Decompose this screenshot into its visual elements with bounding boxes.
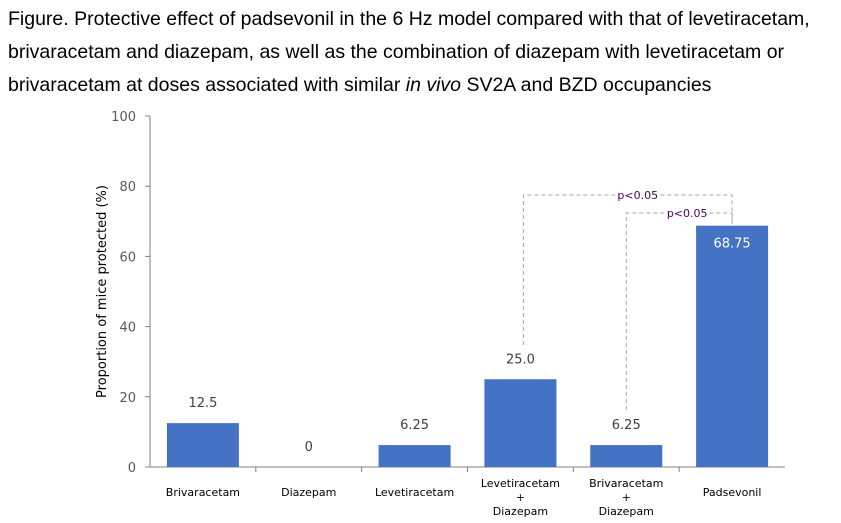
bracket-label-bg: [667, 206, 708, 219]
y-tick-label: 80: [119, 180, 136, 195]
data-label: 12.5: [188, 396, 217, 411]
significance-bracket: [625, 212, 733, 410]
category-label: Diazepam: [599, 505, 654, 518]
title-text: Figure. Protective effect of padsevonil …: [8, 8, 810, 96]
category-label: Brivaracetam: [589, 477, 663, 490]
category-label: Diazepam: [493, 505, 548, 518]
data-label: 0: [305, 440, 313, 455]
category-label: Diazepam: [281, 486, 336, 499]
data-label: 6.25: [612, 418, 641, 433]
category-label: +: [622, 491, 631, 504]
y-axis-title: Proportion of mice protected (%): [95, 185, 110, 398]
y-tick-label: 0: [128, 461, 136, 476]
y-tick-label: 60: [119, 250, 136, 265]
bar: [166, 423, 239, 467]
category-label: Levetiracetam: [481, 477, 560, 490]
data-label: 25.0: [506, 352, 535, 367]
data-label: 68.75: [713, 237, 750, 252]
y-tick-label: 20: [119, 391, 136, 406]
title-italic: in vivo: [405, 74, 462, 96]
bar: [590, 445, 663, 467]
figure-title: Figure. Protective effect of padsevonil …: [8, 3, 838, 102]
y-tick-label: 100: [111, 110, 136, 125]
significance-label: p<0.05: [667, 207, 708, 220]
title-text-end: SV2A and BZD occupancies: [461, 74, 712, 96]
bar: [696, 225, 769, 467]
category-label: +: [516, 491, 525, 504]
significance-label: p<0.05: [617, 189, 658, 202]
bar: [378, 445, 451, 467]
category-label: Levetiracetam: [375, 486, 454, 499]
bar: [484, 379, 557, 467]
data-label: 6.25: [400, 418, 429, 433]
y-tick-label: 40: [119, 321, 136, 336]
category-label: Brivaracetam: [166, 486, 240, 499]
bracket-label-bg: [617, 188, 658, 201]
category-label: Padsevonil: [703, 486, 762, 499]
